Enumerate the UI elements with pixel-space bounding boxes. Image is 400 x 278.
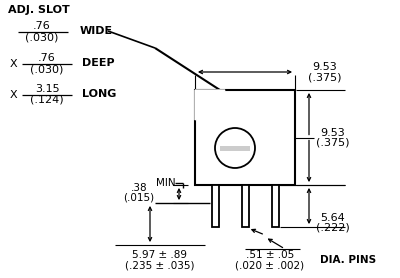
Text: 9.53: 9.53 [313, 62, 337, 72]
Text: .76: .76 [38, 53, 56, 63]
Text: 5.97 ± .89: 5.97 ± .89 [132, 250, 188, 260]
Text: DEEP: DEEP [82, 58, 115, 68]
Bar [272, 185, 279, 227]
Text: (.020 ± .002): (.020 ± .002) [236, 260, 304, 270]
Text: ADJ. SLOT: ADJ. SLOT [8, 5, 70, 15]
Text: .38: .38 [131, 183, 147, 193]
Text: (.030): (.030) [30, 64, 64, 74]
Text: WIDE: WIDE [80, 26, 113, 36]
Text: X: X [10, 90, 18, 100]
Bar [242, 185, 249, 227]
Polygon shape [195, 90, 225, 120]
Bar [220, 145, 250, 150]
Text: (.375): (.375) [316, 138, 350, 148]
Text: (.235 ± .035): (.235 ± .035) [125, 260, 195, 270]
Circle shape [215, 128, 255, 168]
Bar [212, 185, 219, 227]
Text: (.030): (.030) [25, 32, 59, 42]
Text: 5.64: 5.64 [321, 213, 345, 223]
Text: X: X [10, 59, 18, 69]
Text: (.375): (.375) [308, 72, 342, 82]
Bar [195, 90, 295, 185]
Text: 9.53: 9.53 [321, 128, 345, 138]
Text: MIN.: MIN. [156, 178, 179, 188]
Text: .76: .76 [33, 21, 51, 31]
Text: .51 ± .05: .51 ± .05 [246, 250, 294, 260]
Text: DIA. PINS: DIA. PINS [320, 255, 376, 265]
Text: LONG: LONG [82, 89, 116, 99]
Text: (.015): (.015) [124, 192, 154, 202]
Text: (.222): (.222) [316, 223, 350, 233]
Text: (.124): (.124) [30, 95, 64, 105]
Text: 3.15: 3.15 [35, 84, 59, 94]
